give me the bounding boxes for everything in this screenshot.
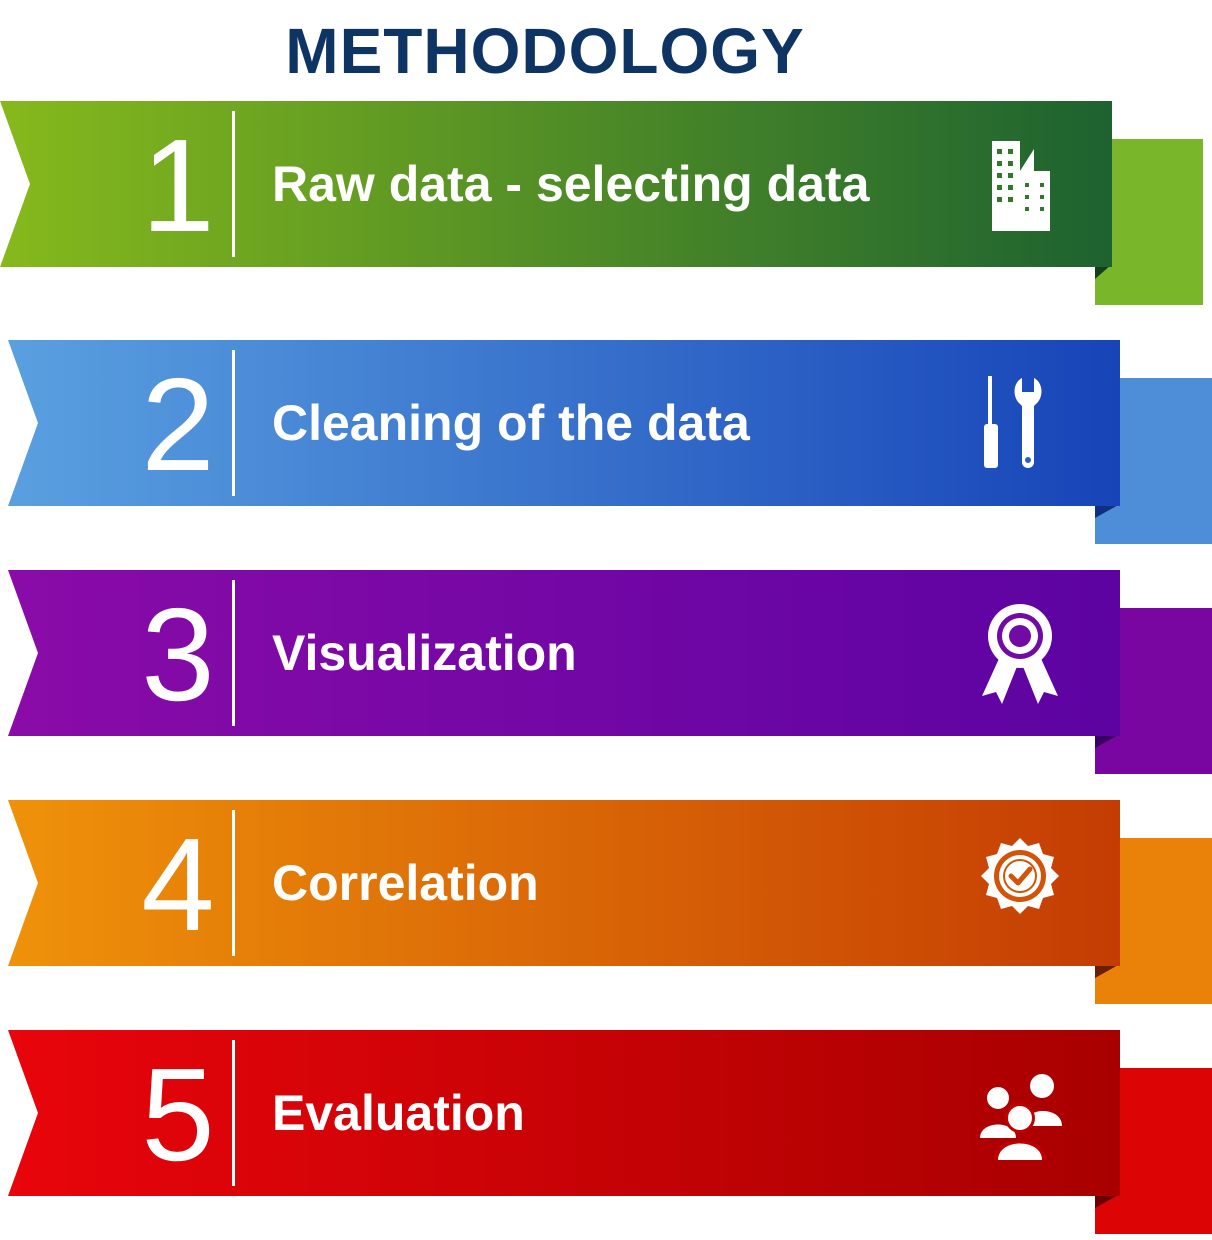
step-number: 5 bbox=[141, 1041, 215, 1188]
tools-icon bbox=[984, 376, 1042, 468]
building-icon bbox=[992, 141, 1050, 231]
ribbon-band bbox=[8, 570, 1120, 736]
step-divider bbox=[232, 350, 235, 496]
step-label: Raw data - selecting data bbox=[272, 156, 870, 212]
step-divider bbox=[232, 111, 235, 257]
ribbon-band bbox=[8, 800, 1120, 966]
step-label: Visualization bbox=[272, 625, 577, 681]
step-divider bbox=[232, 580, 235, 726]
step-label: Evaluation bbox=[272, 1085, 525, 1141]
ribbon-band bbox=[8, 1030, 1120, 1196]
step-3: 3 Visualization bbox=[0, 570, 1212, 775]
step-5: 5 Evaluation bbox=[0, 1030, 1212, 1235]
award-ribbon-icon bbox=[982, 604, 1058, 704]
ribbon-tail bbox=[1095, 139, 1203, 305]
step-number: 3 bbox=[141, 581, 215, 728]
step-divider bbox=[232, 1040, 235, 1186]
page-title: METHODOLOGY bbox=[285, 15, 805, 87]
step-label: Correlation bbox=[272, 855, 539, 911]
step-2: 2 Cleaning of the data bbox=[0, 340, 1212, 545]
step-1: 1 Raw data - selecting data bbox=[0, 101, 1212, 306]
team-people-icon bbox=[980, 1074, 1062, 1160]
step-number: 4 bbox=[141, 811, 215, 958]
step-label: Cleaning of the data bbox=[272, 395, 750, 451]
ribbon-band bbox=[0, 101, 1112, 267]
step-divider bbox=[232, 810, 235, 956]
step-number: 2 bbox=[141, 351, 215, 498]
verified-badge-icon bbox=[981, 838, 1059, 914]
ribbon-band bbox=[8, 340, 1120, 506]
step-4: 4 Correlation bbox=[0, 800, 1212, 1005]
step-number: 1 bbox=[141, 112, 215, 259]
